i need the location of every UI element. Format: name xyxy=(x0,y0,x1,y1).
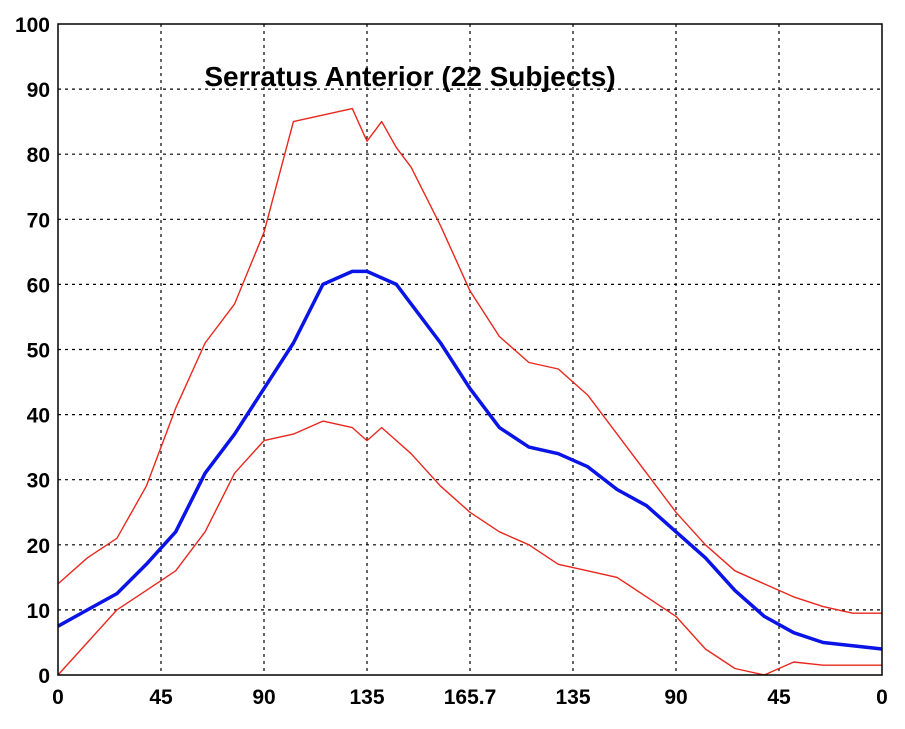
y-tick-label: 30 xyxy=(27,470,50,493)
y-axis-tick-labels: 0 10 20 30 40 50 60 70 80 90 100 xyxy=(15,14,50,688)
lower-bound-line xyxy=(57,420,882,676)
y-tick-label: 80 xyxy=(27,144,50,167)
chart-title: Serratus Anterior (22 Subjects) xyxy=(204,61,615,92)
x-tick-label: 90 xyxy=(664,686,687,709)
x-tick-label: 45 xyxy=(149,686,173,709)
x-tick-label: 0 xyxy=(52,686,64,709)
y-tick-label: 50 xyxy=(27,340,50,363)
series-layer xyxy=(57,107,883,676)
y-tick-label: 100 xyxy=(15,14,50,37)
y-tick-label: 40 xyxy=(27,405,50,428)
y-tick-label: 60 xyxy=(27,274,50,297)
mean-line xyxy=(57,269,883,651)
grid-lines xyxy=(58,24,882,675)
x-tick-label: 90 xyxy=(252,686,275,709)
y-tick-label: 70 xyxy=(27,209,50,232)
x-tick-label: 165.7 xyxy=(444,686,497,709)
upper-bound-line xyxy=(57,107,882,614)
y-tick-label: 90 xyxy=(27,79,50,102)
x-tick-label: 135 xyxy=(555,686,590,709)
plot-frame xyxy=(57,23,883,676)
x-axis-tick-labels: 0 45 90 135 165.7 135 90 45 0 xyxy=(52,686,888,709)
y-tick-label: 0 xyxy=(38,665,50,688)
x-tick-label: 0 xyxy=(876,686,888,709)
x-tick-label: 135 xyxy=(349,686,384,709)
x-tick-label: 45 xyxy=(767,686,791,709)
y-tick-label: 10 xyxy=(27,600,50,623)
y-tick-label: 20 xyxy=(27,535,50,558)
